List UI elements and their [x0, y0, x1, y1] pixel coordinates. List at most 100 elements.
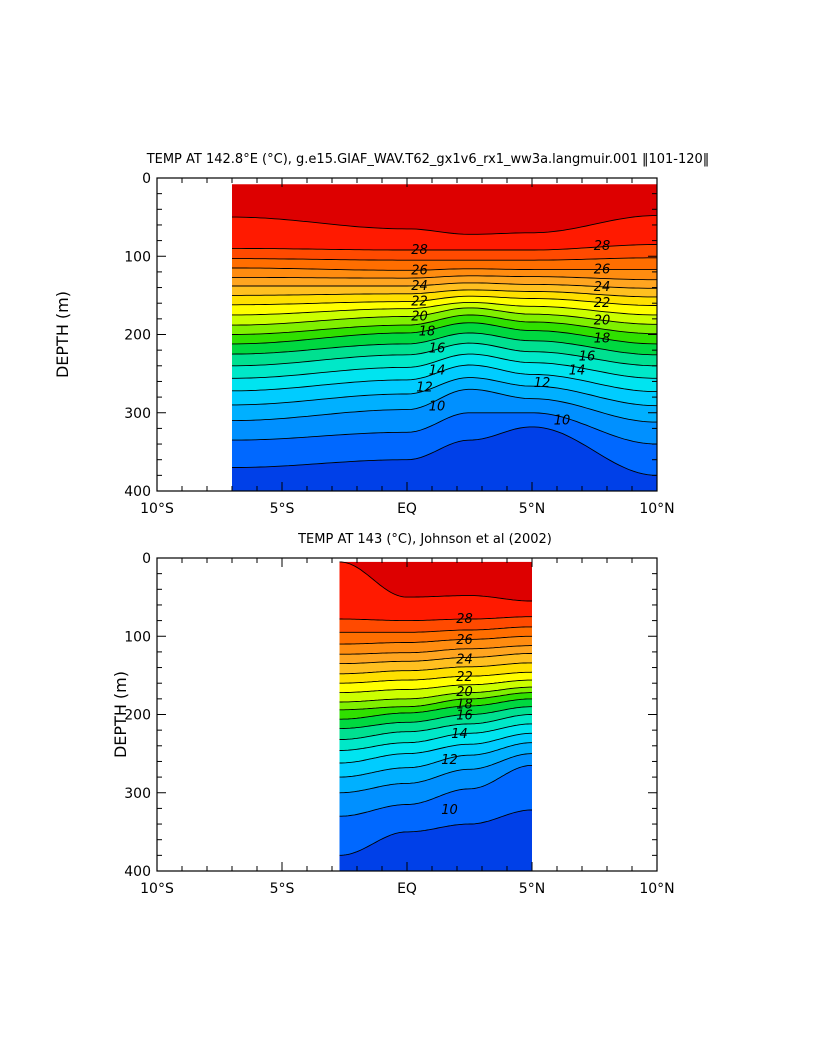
contour-label: 26	[456, 633, 473, 648]
upper-chart-title: TEMP AT 142.8°E (°C), g.e15.GIAF_WAV.T62…	[146, 152, 710, 167]
upper-isotherm-lines	[231, 215, 658, 476]
lower-isotherm-lines	[339, 561, 533, 856]
lower-chart-title: TEMP AT 143 (°C), Johnson et al (2002)	[297, 532, 552, 547]
contour-label: 26	[594, 263, 611, 278]
x-tick-label: 10°S	[140, 501, 174, 517]
contour-label: 10	[429, 399, 446, 414]
contour-label: 16	[579, 349, 596, 364]
contour-label: 22	[456, 670, 473, 685]
isotherm-16	[232, 342, 657, 367]
upper-axis-ticks	[156, 177, 658, 492]
contour-label: 20	[594, 313, 611, 328]
contour-label: 14	[451, 727, 468, 742]
contour-label: 24	[411, 279, 428, 294]
upper-y-tick-labels: 0 100 200 300 400	[124, 171, 151, 500]
x-tick-label: 10°S	[140, 881, 174, 897]
contour-label: 12	[416, 381, 433, 396]
temperature-band-10	[232, 426, 657, 491]
isotherm-28	[339, 616, 532, 622]
contour-label: 20	[456, 685, 473, 700]
isotherm-26	[339, 635, 532, 645]
temperature-band-10	[339, 810, 532, 871]
contour-label: 10	[554, 414, 571, 429]
contour-label: 22	[594, 296, 611, 311]
isotherm-16	[339, 714, 532, 740]
x-tick-label: 5°S	[270, 501, 295, 517]
x-tick-label: 10°N	[639, 501, 674, 517]
y-tick-label: 200	[124, 708, 151, 724]
contour-label: 24	[594, 280, 611, 295]
isotherm-22	[339, 671, 533, 684]
contour-label: 18	[419, 324, 436, 339]
isotherm-24	[232, 282, 657, 289]
isotherm-19	[339, 692, 532, 711]
isotherm-27	[339, 626, 532, 633]
isotherm-25	[339, 645, 532, 655]
isotherm-13	[232, 377, 658, 407]
contour-label: 14	[429, 363, 446, 378]
contour-label: 26	[411, 263, 428, 278]
isotherm-27	[232, 257, 657, 261]
contour-label: 18	[594, 331, 611, 346]
contour-label: 18	[456, 697, 473, 712]
isotherm-23	[339, 662, 532, 675]
isotherm-18	[339, 698, 532, 720]
upper-temperature-fill	[232, 184, 657, 491]
contour-label: 10	[441, 803, 458, 818]
x-tick-label: 5°N	[519, 881, 545, 897]
lower-y-axis-label: DEPTH (m)	[111, 671, 130, 758]
contour-label: 24	[456, 653, 473, 668]
contour-label: 22	[411, 295, 428, 310]
y-tick-label: 300	[124, 406, 151, 422]
lower-axis-ticks	[156, 557, 658, 872]
isotherm-19	[232, 314, 657, 335]
upper-y-axis-label: DEPTH (m)	[53, 291, 72, 378]
contour-label: 16	[456, 708, 473, 723]
isotherm-11	[339, 764, 532, 817]
isotherm-21	[232, 301, 657, 316]
y-tick-label: 0	[142, 171, 151, 187]
contour-label: 28	[594, 239, 611, 254]
isotherm-22	[232, 295, 657, 306]
isotherm-14	[339, 732, 532, 764]
isotherm-24	[339, 653, 532, 665]
y-tick-label: 0	[142, 551, 151, 567]
isotherm-15	[339, 723, 532, 751]
x-tick-label: 10°N	[639, 881, 674, 897]
isotherm-12	[339, 753, 533, 794]
x-tick-label: EQ	[397, 501, 417, 517]
y-tick-label: 300	[124, 786, 151, 802]
y-tick-label: 400	[124, 864, 151, 880]
isotherm-10	[232, 426, 658, 476]
isotherm-29	[339, 561, 532, 602]
contour-label: 28	[411, 243, 428, 258]
isotherm-20	[339, 686, 532, 703]
isotherm-21	[339, 679, 532, 694]
isotherm-17	[339, 706, 532, 730]
isotherm-11	[232, 412, 658, 445]
isotherm-14	[232, 364, 657, 393]
x-tick-label: EQ	[397, 881, 417, 897]
y-tick-label: 100	[124, 629, 151, 645]
contour-label: 12	[534, 376, 551, 391]
x-tick-label: 5°N	[519, 501, 545, 517]
isotherm-28	[232, 244, 657, 251]
isotherm-26	[232, 267, 657, 271]
isotherm-12	[232, 388, 657, 423]
lower-y-tick-labels: 0 100 200 300 400	[124, 551, 151, 880]
isotherm-15	[232, 353, 657, 379]
lower-temperature-fill	[339, 561, 532, 871]
contour-label: 16	[429, 342, 446, 357]
isotherm-25	[232, 275, 657, 281]
lower-x-tick-labels: 10°S 5°S EQ 5°N 10°N	[140, 881, 675, 897]
isotherm-20	[232, 307, 657, 326]
isotherm-29	[232, 215, 657, 235]
isotherm-17	[231, 332, 657, 356]
contour-label: 14	[569, 363, 586, 378]
contour-label: 20	[411, 310, 428, 325]
